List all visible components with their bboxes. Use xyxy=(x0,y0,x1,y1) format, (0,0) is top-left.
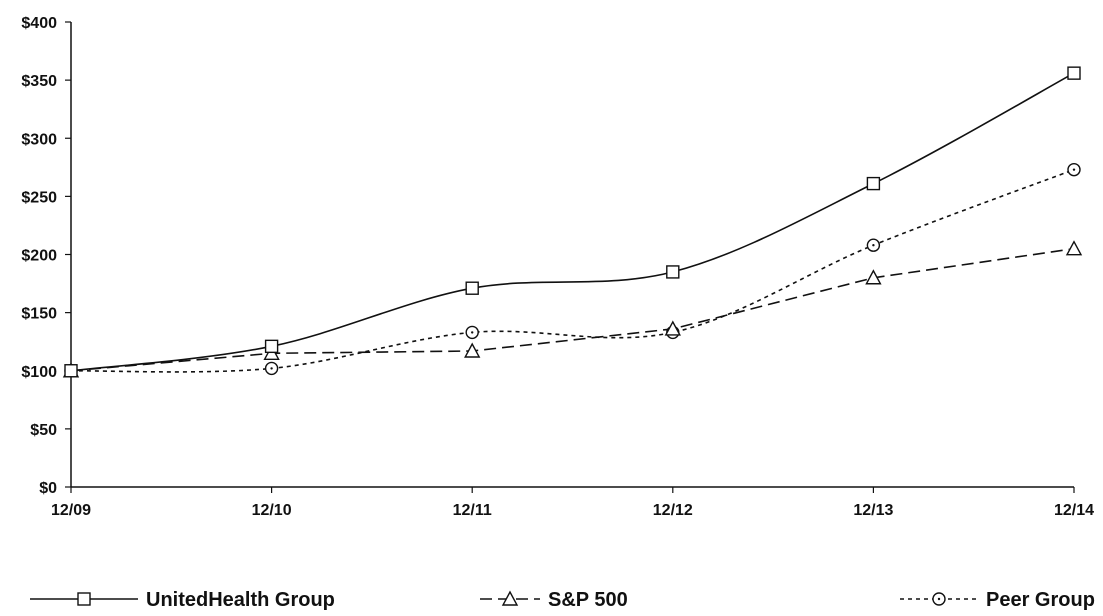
y-tick-label: $0 xyxy=(39,480,57,497)
series-line-peer-group xyxy=(70,168,1075,373)
chart-axes xyxy=(70,22,1074,488)
y-tick-label: $100 xyxy=(21,364,57,381)
circle-marker-dot xyxy=(937,597,941,601)
y-axis-ticks: $0 $50 $100 $150 $200 $250 $300 $350 $400 xyxy=(21,15,71,497)
x-tick-label: 12/09 xyxy=(51,502,91,519)
legend-item-s-p-500: S&P 500 xyxy=(480,589,628,611)
x-tick-label: 12/10 xyxy=(252,502,292,519)
y-tick-label: $150 xyxy=(21,306,57,323)
series-line-s-p-500 xyxy=(70,247,1075,372)
y-tick-label: $50 xyxy=(30,422,57,439)
x-tick-label: 12/11 xyxy=(453,502,492,519)
data-point-circle xyxy=(465,325,479,340)
data-point-square xyxy=(866,176,881,191)
data-point-circle xyxy=(1067,162,1081,177)
legend-marker-triangle xyxy=(501,590,519,606)
circle-marker-dot xyxy=(471,331,474,334)
y-tick-label: $350 xyxy=(21,73,57,90)
legend-label: S&P 500 xyxy=(548,589,628,611)
legend-label: UnitedHealth Group xyxy=(146,589,335,611)
y-tick-label: $200 xyxy=(21,248,57,265)
x-axis-ticks: 12/09 12/10 12/11 12/12 12/13 12/14 xyxy=(51,487,1094,519)
series-group xyxy=(62,66,1083,378)
data-point-triangle xyxy=(1065,240,1083,256)
data-point-square xyxy=(666,265,680,279)
legend-item-unitedhealth-group: UnitedHealth Group xyxy=(30,589,335,611)
y-tick-label: $400 xyxy=(21,15,57,32)
legend-marker-square xyxy=(77,592,91,606)
data-point-triangle xyxy=(464,342,481,358)
legend-label: Peer Group xyxy=(986,589,1095,611)
series-line-unitedhealth-group xyxy=(70,72,1075,372)
data-point-circle xyxy=(264,361,279,376)
legend-item-peer-group: Peer Group xyxy=(900,589,1095,611)
y-tick-label: $300 xyxy=(21,131,57,148)
x-tick-label: 12/12 xyxy=(653,502,693,519)
data-point-square xyxy=(64,364,78,378)
data-point-triangle xyxy=(865,269,882,285)
data-point-square xyxy=(465,281,479,295)
legend-marker-circle xyxy=(932,592,946,606)
chart-legend: UnitedHealth Group S&P 500 Peer Group xyxy=(30,589,1095,611)
circle-marker-dot xyxy=(872,244,875,247)
data-point-square xyxy=(1067,66,1081,80)
series-s-p-500 xyxy=(62,240,1083,378)
y-tick-label: $250 xyxy=(21,189,57,206)
x-tick-label: 12/13 xyxy=(853,502,893,519)
circle-marker-dot xyxy=(270,367,273,370)
circle-marker-dot xyxy=(1072,168,1076,171)
data-point-triangle xyxy=(664,320,681,336)
data-point-square xyxy=(264,339,279,354)
series-unitedhealth-group xyxy=(64,66,1081,378)
data-point-circle xyxy=(866,238,881,252)
x-tick-label: 12/14 xyxy=(1054,502,1094,519)
